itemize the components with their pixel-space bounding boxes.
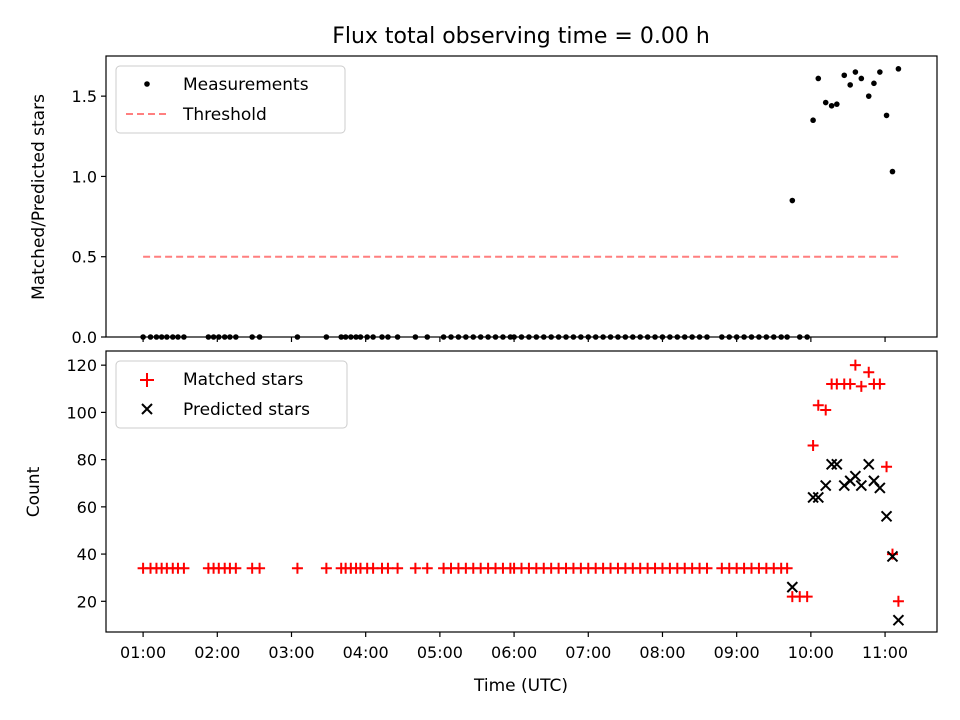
predicted-star-point bbox=[886, 550, 899, 563]
matched-star-point bbox=[801, 591, 813, 603]
top-y-tick-label: 1.5 bbox=[72, 87, 97, 106]
top-y-axis: 0.0 0.5 1.0 1.5 bbox=[72, 87, 106, 347]
predicted-star-point bbox=[786, 581, 799, 593]
measurement-point bbox=[834, 101, 840, 107]
predicted-star-point bbox=[892, 614, 905, 626]
measurement-point bbox=[895, 66, 902, 72]
measurement-point bbox=[858, 75, 865, 82]
x-tick-label: 10:00 bbox=[788, 643, 834, 662]
matched-star-point bbox=[881, 461, 893, 473]
x-axis-label: Time (UTC) bbox=[473, 676, 568, 696]
measurement-point bbox=[815, 75, 822, 82]
bottom-y-tick-label: 40 bbox=[77, 545, 97, 564]
measurement-point bbox=[871, 80, 877, 87]
matched-star-point bbox=[849, 359, 861, 371]
measurement-point bbox=[789, 197, 796, 204]
top-y-tick-label: 0.5 bbox=[72, 248, 97, 267]
x-tick-label: 05:00 bbox=[417, 643, 463, 662]
bottom-y-tick-label: 60 bbox=[77, 498, 97, 517]
predicted-star-point bbox=[807, 491, 819, 504]
predicted-star-point bbox=[855, 479, 868, 492]
measurement-point bbox=[847, 82, 853, 88]
x-tick-label: 06:00 bbox=[491, 643, 537, 662]
measurement-point bbox=[822, 99, 829, 106]
matched-star-point bbox=[807, 439, 819, 451]
legend-measurements-label: Measurements bbox=[183, 75, 309, 95]
bottom-y-tick-label: 120 bbox=[66, 356, 97, 375]
predicted-star-point bbox=[831, 458, 843, 471]
matched-star-point bbox=[855, 380, 867, 392]
measurement-point bbox=[877, 69, 883, 75]
x-tick-label: 02:00 bbox=[194, 643, 240, 662]
x-tick-label: 03:00 bbox=[268, 643, 314, 662]
legend-matched-marker bbox=[140, 373, 154, 387]
x-tick-label: 09:00 bbox=[714, 643, 760, 662]
top-x-axis bbox=[142, 337, 886, 342]
matched-star-point bbox=[320, 562, 332, 574]
bottom-y-tick-label: 20 bbox=[77, 592, 97, 611]
measurement-point bbox=[841, 72, 848, 79]
x-tick-label: 07:00 bbox=[565, 643, 611, 662]
top-y-tick-label: 0.0 bbox=[72, 328, 97, 347]
bottom-y-axis-label: Count bbox=[24, 466, 44, 517]
matched-star-point bbox=[409, 562, 421, 574]
predicted-star-point bbox=[849, 470, 862, 482]
x-tick-label: 08:00 bbox=[639, 643, 685, 662]
x-tick-label: 11:00 bbox=[862, 643, 908, 662]
x-tick-label: 01:00 bbox=[120, 643, 166, 662]
top-axes-frame bbox=[105, 55, 938, 338]
predicted-star-point bbox=[819, 479, 832, 492]
matched-star-point bbox=[701, 562, 713, 574]
measurement-point bbox=[883, 112, 890, 119]
top-series-group bbox=[140, 66, 902, 340]
matched-star-point bbox=[382, 562, 394, 574]
matched-star-point bbox=[230, 562, 242, 574]
predicted-star-point bbox=[880, 510, 893, 523]
matched-star-point bbox=[874, 378, 886, 390]
predicted-star-point bbox=[874, 482, 886, 494]
measurement-point bbox=[889, 168, 896, 175]
matched-star-point bbox=[421, 562, 433, 574]
legend-matched-label: Matched stars bbox=[183, 370, 303, 390]
matched-star-point bbox=[892, 595, 904, 607]
matched-star-point bbox=[844, 378, 856, 390]
bottom-x-axis: 01:00 02:00 03:00 04:00 05:00 06:00 07:00 08:00… bbox=[120, 632, 908, 662]
top-y-axis-label: Matched/Predicted stars bbox=[29, 94, 49, 300]
bottom-legend: Matched stars Predicted stars bbox=[115, 360, 348, 429]
chart-title: Flux total observing time = 0.00 h bbox=[332, 24, 710, 49]
matched-star-point bbox=[291, 562, 303, 574]
top-legend-box bbox=[115, 65, 346, 134]
x-tick-label: 04:00 bbox=[343, 643, 389, 662]
measurement-point bbox=[865, 93, 872, 99]
legend-predicted-marker bbox=[141, 403, 153, 415]
matched-star-point bbox=[812, 399, 824, 411]
legend-threshold-label: Threshold bbox=[182, 105, 267, 125]
bottom-y-tick-label: 80 bbox=[77, 451, 97, 470]
bottom-series-group bbox=[137, 359, 905, 626]
bottom-axes-frame bbox=[105, 350, 938, 633]
measurement-point bbox=[852, 69, 859, 75]
bottom-y-axis: 20 40 60 80 100 120 bbox=[66, 356, 106, 611]
matched-star-point bbox=[820, 404, 832, 416]
matched-star-point bbox=[254, 562, 266, 574]
predicted-star-point bbox=[812, 491, 824, 504]
predicted-star-point bbox=[825, 458, 838, 471]
legend-predicted-label: Predicted stars bbox=[183, 400, 310, 420]
legend-measurements-marker bbox=[144, 81, 150, 87]
measurement-point bbox=[810, 117, 816, 124]
predicted-star-point bbox=[863, 458, 875, 471]
matched-star-point bbox=[392, 562, 404, 574]
bottom-y-tick-label: 100 bbox=[66, 403, 97, 422]
top-legend: Measurements Threshold bbox=[115, 65, 346, 134]
measurement-point bbox=[828, 102, 835, 109]
bottom-legend-box bbox=[115, 360, 348, 429]
matched-star-point bbox=[178, 562, 190, 574]
top-y-tick-label: 1.0 bbox=[72, 167, 97, 186]
matched-star-point bbox=[863, 366, 875, 378]
matched-star-point bbox=[781, 562, 793, 574]
